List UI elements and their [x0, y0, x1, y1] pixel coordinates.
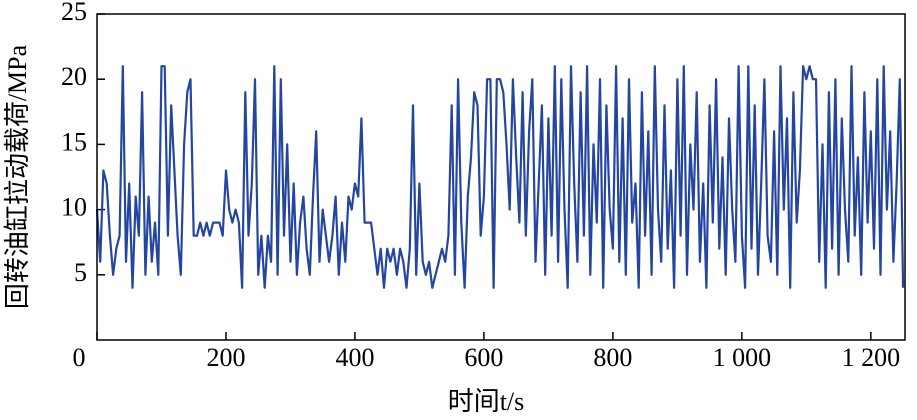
- y-tick-label: 5: [74, 258, 87, 287]
- x-tick-label: 200: [206, 343, 245, 372]
- x-axis-label: 时间t/s: [448, 387, 525, 416]
- x-tick-label: 1 000: [713, 343, 772, 372]
- y-tick-label: 25: [61, 0, 87, 26]
- data-line: [95, 65, 905, 289]
- x-tick-label: 400: [335, 343, 374, 372]
- plot-frame: [96, 13, 906, 341]
- x-tick-label: 800: [593, 343, 632, 372]
- x-tick-label: 0: [73, 343, 86, 372]
- y-tick-label: 10: [61, 193, 87, 222]
- x-tick-label: 600: [464, 343, 503, 372]
- y-tick-label: 15: [61, 127, 87, 156]
- y-axis-label: 回转油缸拉动载荷/MPa: [3, 44, 32, 309]
- y-tick-label: 20: [61, 62, 87, 91]
- x-tick-label: 1 200: [842, 343, 901, 372]
